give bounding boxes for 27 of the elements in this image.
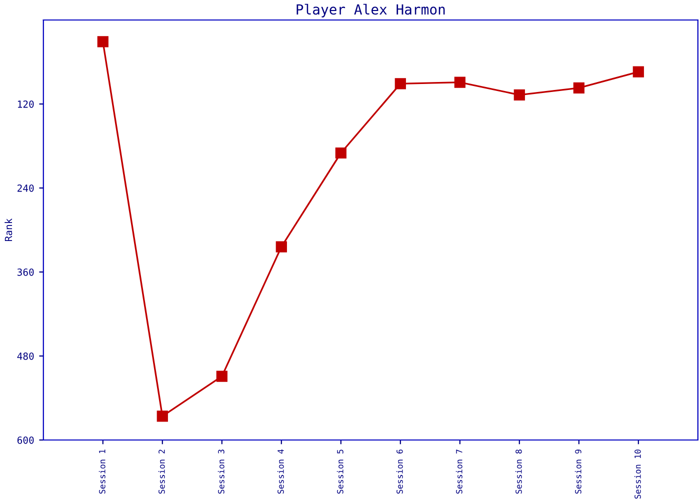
y-tick-label: 240 xyxy=(18,184,34,192)
x-tick-label: Session 9 xyxy=(574,450,582,494)
x-tick-label: Session 10 xyxy=(634,450,641,499)
x-tick-label: Session 1 xyxy=(98,450,106,494)
x-tick-label: Session 3 xyxy=(218,450,224,494)
point xyxy=(216,370,228,382)
chart-title: Player Alex Harmon xyxy=(296,4,445,18)
point xyxy=(394,78,406,90)
y-tick-label: 480 xyxy=(17,352,34,360)
x-tick-label: Session 6 xyxy=(396,450,403,494)
point xyxy=(276,241,287,252)
x-tick-label: Session 2 xyxy=(158,450,165,494)
point xyxy=(514,89,525,100)
x-tick-label: Session 4 xyxy=(277,449,284,494)
point xyxy=(454,76,466,88)
x-tick-label: Session 5 xyxy=(336,450,344,494)
point xyxy=(632,66,644,78)
point xyxy=(335,147,346,159)
y-tick-label: 360 xyxy=(17,268,34,276)
y-axis-title: Rank xyxy=(4,218,12,242)
x-tick-label: Session 8 xyxy=(515,450,522,494)
point xyxy=(573,82,584,94)
y-tick-label: 120 xyxy=(18,100,34,108)
point xyxy=(97,36,108,48)
y-tick-label: 600 xyxy=(17,436,34,444)
point xyxy=(156,410,168,422)
x-tick-label: Session 7 xyxy=(456,450,462,494)
